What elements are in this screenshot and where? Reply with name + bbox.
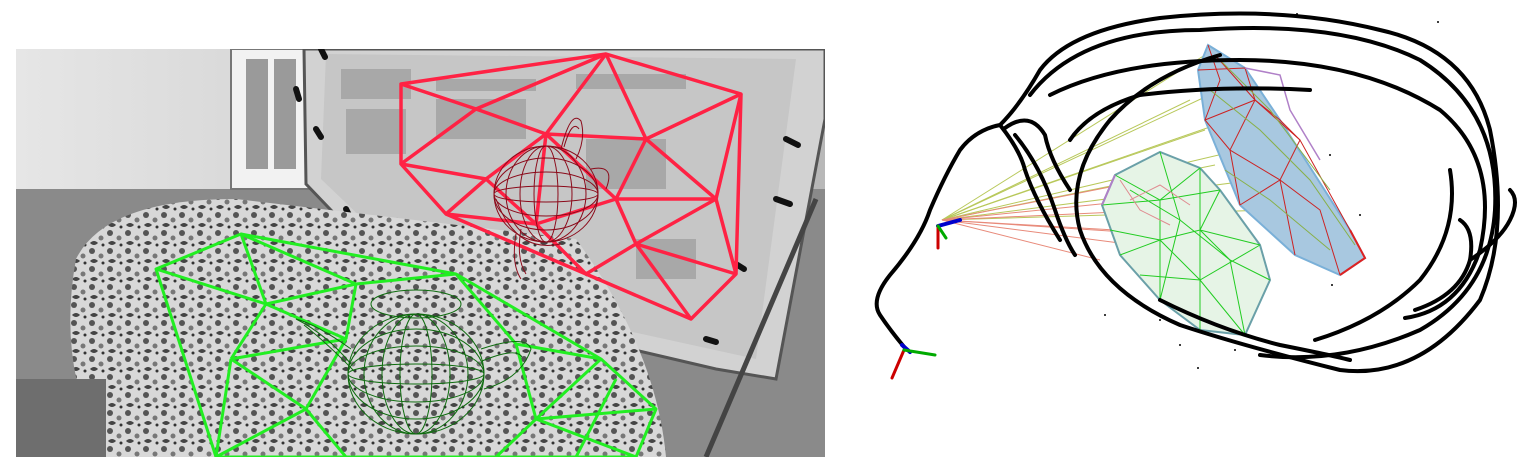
- table-cloth: [70, 199, 667, 457]
- ar-photo-canvas: [16, 49, 825, 457]
- teapot-wireframe-table: [295, 289, 532, 435]
- floor-shadow: [16, 379, 106, 457]
- cabinet-glass: [246, 59, 268, 169]
- map-3d-panel: [860, 0, 1530, 475]
- map-3d-canvas: [874, 11, 1517, 380]
- teapot-wireframe-wall: [493, 117, 610, 280]
- camera-frame-start: [890, 343, 937, 380]
- ar-photo-panel: [16, 49, 825, 457]
- wall-plane-mesh: [1196, 43, 1367, 277]
- wall-plane-wireframe: [399, 52, 743, 321]
- cabinet-glass: [274, 59, 296, 169]
- table-plane-wireframe: [154, 232, 658, 457]
- cabinet: [230, 49, 312, 190]
- camera-trajectory: [874, 11, 1517, 374]
- camera-frame-current: [936, 218, 962, 250]
- easel-leg: [703, 198, 819, 457]
- table-plane-mesh: [1100, 150, 1272, 337]
